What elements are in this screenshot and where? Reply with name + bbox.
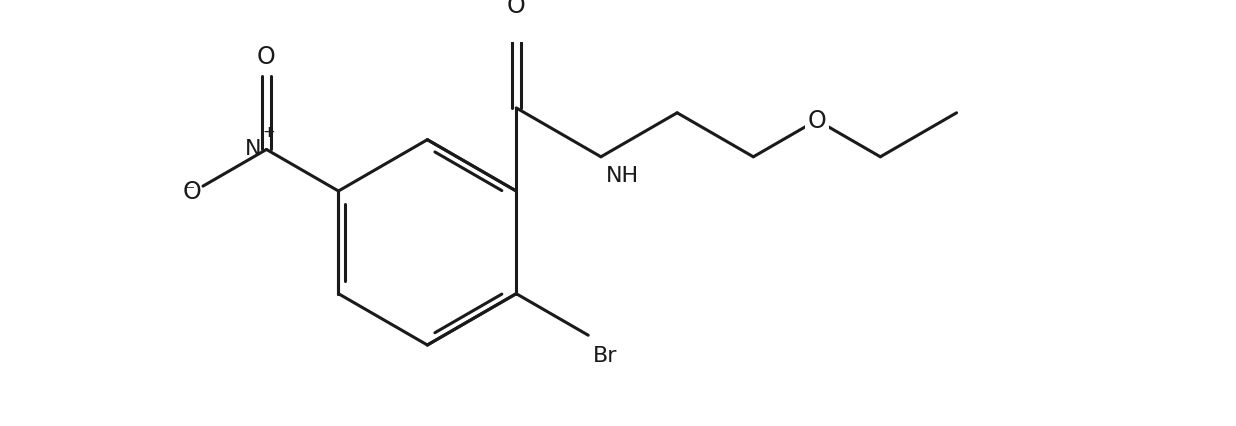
Text: +: + (262, 125, 274, 140)
Text: N: N (245, 138, 262, 158)
Text: O: O (807, 109, 826, 133)
Text: O: O (507, 0, 525, 18)
Text: ⁻: ⁻ (185, 182, 195, 201)
Text: NH: NH (606, 165, 639, 185)
Text: O: O (257, 45, 276, 69)
Text: Br: Br (593, 345, 618, 365)
Text: O: O (182, 180, 201, 204)
